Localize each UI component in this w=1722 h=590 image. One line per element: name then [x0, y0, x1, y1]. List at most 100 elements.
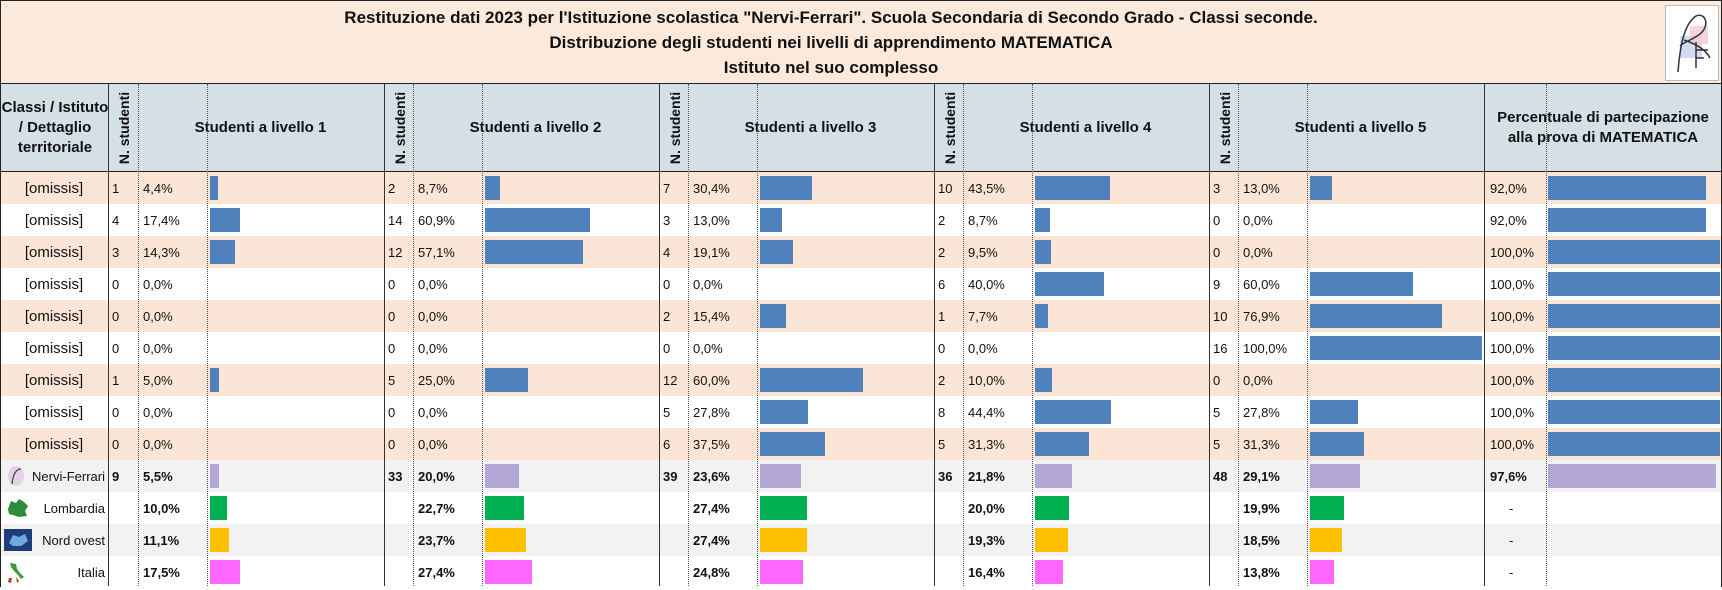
level-5-pct: 19,9% [1243, 500, 1280, 516]
n-students-value: 39 [663, 468, 678, 484]
level-3-bar [760, 496, 808, 520]
n-students-value: 9 [1213, 276, 1221, 292]
n-students-value: 2 [388, 180, 396, 196]
row-label: Nervi-Ferrari [1, 460, 107, 492]
level-4-header: Studenti a livello 4 [1019, 118, 1152, 136]
n-students-value [1213, 556, 1238, 588]
level-3-bar [760, 464, 801, 488]
grid-line [963, 84, 964, 586]
level-4-pct: 10,0% [968, 372, 1005, 388]
level-3-pct: 15,4% [693, 308, 730, 324]
participation-column-header: Percentuale di partecipazione alla prova… [1497, 108, 1709, 146]
level-3-pct: 0,0% [693, 340, 723, 356]
table-row: [omissis] 1 4,4% 2 8,7% 7 30,4% 10 43,5% 3 13,0% 92… [1, 172, 1721, 205]
participation-bar [1548, 432, 1720, 456]
table-row: [omissis] 0 0,0% 0 0,0% 0 0,0% 0 0,0% 16 100,0% 100… [1, 332, 1721, 365]
participation-pct: 100,0% [1490, 340, 1535, 356]
level-1-pct: 5,0% [143, 372, 173, 388]
table-row: Nord ovest 11,1% 23,7% 27,4% 19,3% 18,5% - [1, 524, 1721, 557]
level-4-bar [1035, 304, 1049, 328]
table-row: Italia 17,5% 27,4% 24,8% 16,4% 13,8% - [1, 556, 1721, 588]
level-3-header: Studenti a livello 3 [744, 118, 877, 136]
row-label: [omissis] [24, 211, 84, 229]
level-2-pct: 60,9% [418, 212, 455, 228]
row-label: Nord ovest [1, 524, 107, 556]
n-students-value: 0 [388, 404, 396, 420]
n-students-value [388, 492, 413, 524]
level-5-pct: 0,0% [1243, 244, 1273, 260]
level-1-pct: 0,0% [143, 436, 173, 452]
n-students-value [112, 556, 138, 588]
n-students-value: 3 [1213, 180, 1221, 196]
report-header: Restituzione dati 2023 per l'Istituzione… [1, 1, 1721, 84]
participation-bar [1548, 400, 1720, 424]
school-logo-icon [1665, 5, 1719, 81]
level-4-pct: 19,3% [968, 532, 1005, 548]
level-5-pct: 0,0% [1243, 212, 1273, 228]
level-2-pct: 57,1% [418, 244, 455, 260]
n-students-value: 0 [388, 340, 396, 356]
level-3-pct: 19,1% [693, 244, 730, 260]
level-2-pct: 22,7% [418, 500, 455, 516]
level-2-bar [485, 560, 533, 584]
n-students-header: N. studenti [666, 91, 683, 164]
level-3-bar [760, 368, 864, 392]
level-3-pct: 27,4% [693, 500, 730, 516]
grid-line [413, 84, 414, 586]
n-students-value: 6 [938, 276, 946, 292]
level-5-pct: 76,9% [1243, 308, 1280, 324]
level-5-bar [1310, 432, 1364, 456]
level-1-pct: 5,5% [143, 468, 173, 484]
table-row: Lombardia 10,0% 22,7% 27,4% 20,0% 19,9% - [1, 492, 1721, 525]
participation-bar [1548, 464, 1716, 488]
n-students-value: 0 [938, 340, 946, 356]
level-2-bar [485, 528, 526, 552]
level-4-bar [1035, 368, 1053, 392]
row-label-text: Nervi-Ferrari [32, 468, 105, 484]
grid-line [1307, 84, 1308, 586]
level-4-pct: 16,4% [968, 564, 1005, 580]
level-3-pct: 0,0% [693, 276, 723, 292]
row-label: [omissis] [24, 339, 84, 357]
n-students-value: 8 [938, 404, 946, 420]
participation-bar [1548, 304, 1720, 328]
n-students-value [388, 556, 413, 588]
n-students-value: 0 [663, 340, 671, 356]
level-5-pct: 60,0% [1243, 276, 1280, 292]
level-5-pct: 13,8% [1243, 564, 1280, 580]
level-3-pct: 27,4% [693, 532, 730, 548]
n-students-value: 3 [112, 244, 120, 260]
table-row: [omissis] 0 0,0% 0 0,0% 0 0,0% 6 40,0% 9 60,0% 100,… [1, 268, 1721, 301]
level-2-pct: 0,0% [418, 276, 448, 292]
grid-line [1546, 84, 1547, 586]
n-students-value: 0 [112, 340, 120, 356]
n-students-value: 33 [388, 468, 403, 484]
row-label: [omissis] [24, 307, 84, 325]
level-1-pct: 11,1% [143, 532, 180, 548]
level-5-bar [1310, 528, 1342, 552]
n-students-value: 10 [938, 180, 953, 196]
level-1-bar [210, 368, 219, 392]
table-row: [omissis] 3 14,3% 12 57,1% 4 19,1% 2 9,5% 0 0,0% 10… [1, 236, 1721, 269]
level-2-bar [485, 176, 500, 200]
level-1-bar [210, 464, 220, 488]
level-2-pct: 0,0% [418, 436, 448, 452]
n-students-value [663, 556, 688, 588]
table-row: Nervi-Ferrari 9 5,5% 33 20,0% 39 23,6% 36 21,8% 4… [1, 460, 1721, 493]
level-5-header: Studenti a livello 5 [1294, 118, 1427, 136]
level-1-bar [210, 176, 218, 200]
level-3-bar [760, 176, 813, 200]
level-5-pct: 31,3% [1243, 436, 1280, 452]
level-2-bar [485, 240, 584, 264]
n-students-value: 5 [1213, 404, 1221, 420]
n-students-value [1213, 492, 1238, 524]
participation-bar [1548, 208, 1707, 232]
n-students-value: 14 [388, 212, 403, 228]
level-5-bar [1310, 272, 1414, 296]
n-students-value [663, 524, 688, 556]
level-2-pct: 27,4% [418, 564, 455, 580]
n-students-value: 2 [663, 308, 671, 324]
report-subtitle: Distribuzione degli studenti nei livelli… [549, 33, 1113, 52]
level-3-pct: 24,8% [693, 564, 730, 580]
participation-pct: 100,0% [1490, 404, 1535, 420]
